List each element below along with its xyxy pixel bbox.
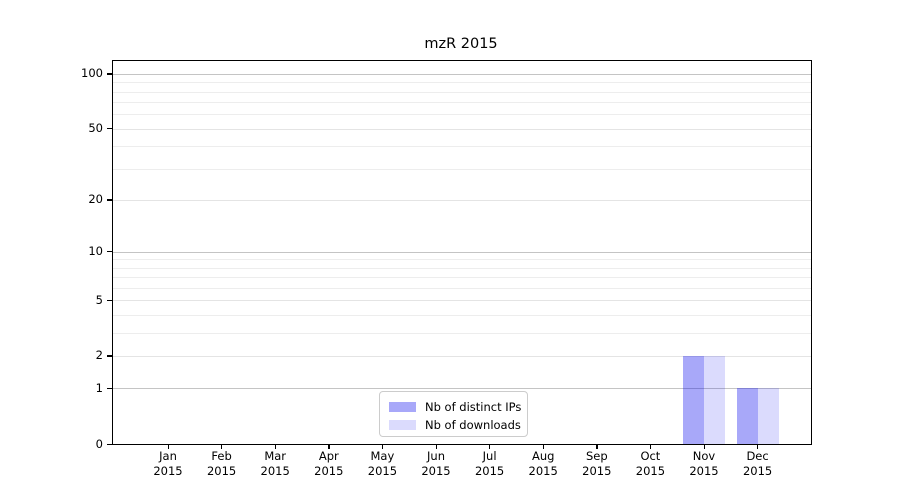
x-tick — [328, 444, 330, 449]
x-tick — [489, 444, 491, 449]
bar-distinct-ips — [683, 355, 704, 444]
bar-downloads — [704, 355, 725, 444]
legend-item: Nb of distinct IPs — [389, 398, 522, 416]
x-tick-label: Jul 2015 — [462, 449, 518, 479]
legend-label: Nb of distinct IPs — [425, 400, 522, 414]
legend-swatch — [389, 420, 416, 430]
x-tick-month: Mar — [264, 449, 287, 463]
y-minor-gridline — [113, 332, 811, 334]
x-tick-year: 2015 — [528, 464, 558, 478]
x-tick-month: Sep — [585, 449, 608, 463]
x-tick-label: Jan 2015 — [140, 449, 196, 479]
x-tick — [596, 444, 598, 449]
bar-downloads — [757, 388, 779, 444]
y-minor-gridline — [113, 259, 811, 261]
x-tick-year: 2015 — [206, 464, 237, 478]
bar-distinct-ips — [736, 388, 758, 444]
y-tick-label: 10 — [88, 244, 103, 259]
y-minor-gridline — [113, 146, 811, 148]
x-tick-year: 2015 — [153, 464, 183, 478]
y-minor-gridline — [113, 314, 811, 316]
y-tick — [107, 199, 113, 201]
y-tick-label: 5 — [95, 292, 103, 307]
x-tick-month: Apr — [318, 449, 339, 463]
legend: Nb of distinct IPs Nb of downloads — [379, 391, 528, 437]
x-tick-label: May 2015 — [354, 449, 410, 479]
legend-item: Nb of downloads — [389, 416, 521, 434]
y-gridline — [113, 300, 811, 302]
y-tick — [107, 251, 113, 253]
x-tick-label: Aug 2015 — [515, 449, 571, 479]
y-gridline — [113, 73, 811, 75]
x-tick — [167, 444, 169, 449]
y-minor-gridline — [113, 277, 811, 279]
y-gridline — [113, 355, 811, 357]
y-minor-gridline — [113, 102, 811, 104]
x-tick-label: Mar 2015 — [247, 449, 303, 479]
x-tick-year: 2015 — [635, 464, 666, 478]
x-tick — [649, 444, 652, 449]
y-tick — [107, 387, 113, 390]
y-tick-label: 2 — [95, 348, 103, 363]
y-tick-label: 1 — [95, 380, 103, 395]
y-minor-gridline — [113, 287, 811, 289]
x-tick — [381, 444, 384, 449]
x-tick-month: Feb — [211, 449, 232, 463]
y-minor-gridline — [113, 267, 811, 269]
y-minor-gridline — [113, 168, 811, 170]
y-tick — [107, 443, 113, 445]
y-gridline — [113, 388, 811, 390]
y-gridline — [113, 251, 811, 253]
x-tick-label: Jun 2015 — [408, 449, 464, 479]
x-tick — [542, 444, 544, 449]
y-tick — [107, 299, 113, 302]
x-tick — [221, 444, 223, 449]
plot-area: Nb of distinct IPs Nb of downloads 0 1 2 5 10… — [81, 60, 812, 478]
chart-title: mzR 2015 — [424, 36, 498, 52]
x-tick — [703, 444, 705, 449]
x-tick-month: Aug — [531, 449, 555, 463]
y-tick-label: 20 — [88, 192, 103, 207]
x-tick — [274, 444, 276, 449]
legend-label: Nb of downloads — [425, 418, 521, 432]
x-tick-year: 2015 — [742, 464, 773, 478]
x-tick-label: Sep 2015 — [569, 449, 625, 479]
x-tick-month: Jul — [482, 449, 497, 463]
x-tick-month: Jan — [159, 449, 177, 463]
y-gridline — [113, 128, 811, 130]
y-minor-gridline — [113, 114, 811, 116]
y-tick — [107, 355, 113, 357]
y-minor-gridline — [113, 91, 811, 93]
x-tick-month: May — [370, 449, 395, 463]
x-tick-month: Oct — [640, 449, 661, 463]
x-tick-label: Oct 2015 — [622, 449, 678, 479]
x-tick-year: 2015 — [367, 464, 398, 478]
x-tick-month: Nov — [692, 449, 716, 463]
y-tick — [107, 128, 113, 130]
y-tick-label: 50 — [88, 121, 103, 136]
x-tick-month: Dec — [746, 449, 769, 463]
x-tick-label: Apr 2015 — [301, 449, 357, 479]
y-gridline — [113, 199, 811, 201]
x-tick-month: Jun — [427, 449, 445, 463]
x-tick-year: 2015 — [689, 464, 719, 478]
y-tick — [107, 73, 113, 75]
x-tick-label: Dec 2015 — [730, 449, 786, 479]
x-tick-year: 2015 — [314, 464, 344, 478]
x-tick-year: 2015 — [582, 464, 612, 478]
x-tick — [435, 444, 437, 449]
y-tick-label: 0 — [95, 436, 103, 451]
x-tick-year: 2015 — [421, 464, 451, 478]
x-tick-year: 2015 — [260, 464, 290, 478]
legend-swatch — [389, 402, 416, 412]
y-minor-gridline — [113, 82, 811, 84]
x-tick-year: 2015 — [474, 464, 505, 478]
x-tick — [757, 444, 759, 449]
y-tick-label: 100 — [81, 66, 103, 81]
x-tick-label: Feb 2015 — [194, 449, 250, 479]
x-tick-label: Nov 2015 — [676, 449, 732, 479]
